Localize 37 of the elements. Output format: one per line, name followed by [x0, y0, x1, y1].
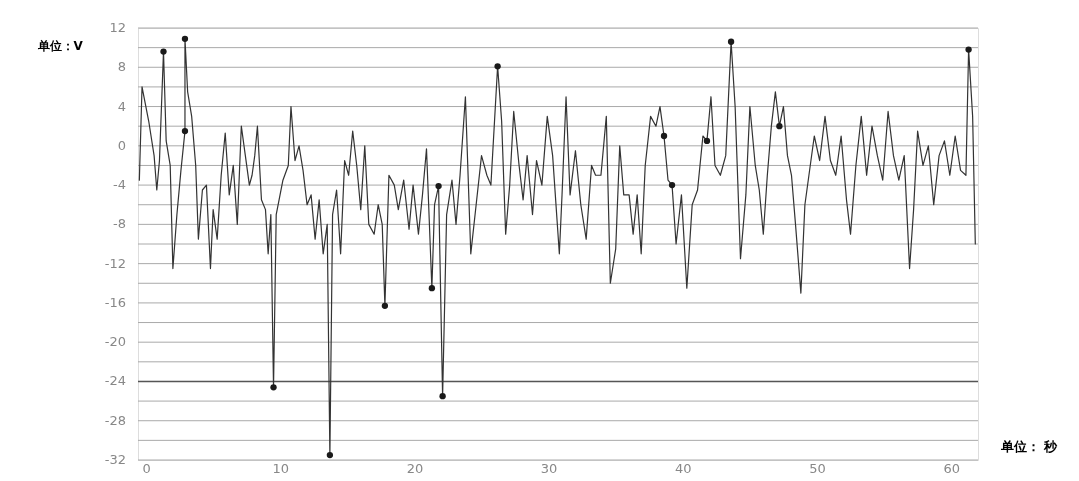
point — [703, 137, 711, 145]
x-tick-label: 60 — [943, 460, 960, 476]
y-tick-label: -4 — [113, 177, 126, 193]
point — [776, 123, 783, 130]
x-tick-label: 50 — [809, 460, 826, 476]
point — [494, 63, 501, 70]
x-tick-label: 30 — [540, 460, 558, 476]
y-tick-label: -20 — [104, 334, 126, 350]
point — [270, 384, 277, 391]
y-tick-label: -24 — [104, 373, 126, 389]
y-tick-label: -28 — [104, 412, 126, 428]
y-axis-title: 单位：V — [36, 38, 84, 53]
point — [160, 48, 167, 55]
y-tick-label: -16 — [104, 294, 126, 310]
point — [660, 132, 668, 140]
point — [181, 127, 189, 135]
point — [326, 451, 334, 459]
point — [381, 302, 389, 310]
y-tick-label: 12 — [109, 20, 126, 35]
point — [435, 182, 442, 190]
x-tick-label: 20 — [406, 460, 424, 476]
y-tick-label: -12 — [104, 255, 126, 271]
point — [668, 181, 676, 189]
y-tick-label: 4 — [117, 98, 126, 114]
y-tick-label: -32 — [104, 452, 126, 467]
x-tick-label: 40 — [675, 460, 692, 476]
point — [727, 38, 735, 45]
y-tick-label: 8 — [117, 59, 126, 75]
y-tick-label: 0 — [117, 137, 126, 153]
point — [181, 35, 189, 42]
x-tick-label: 0 — [142, 460, 151, 476]
point — [439, 393, 446, 400]
point — [965, 46, 972, 53]
point — [428, 285, 436, 292]
x-axis-title: 单位： 秒 — [999, 438, 1059, 454]
y-tick-label: -8 — [113, 216, 126, 232]
x-tick-label: 10 — [272, 460, 290, 476]
